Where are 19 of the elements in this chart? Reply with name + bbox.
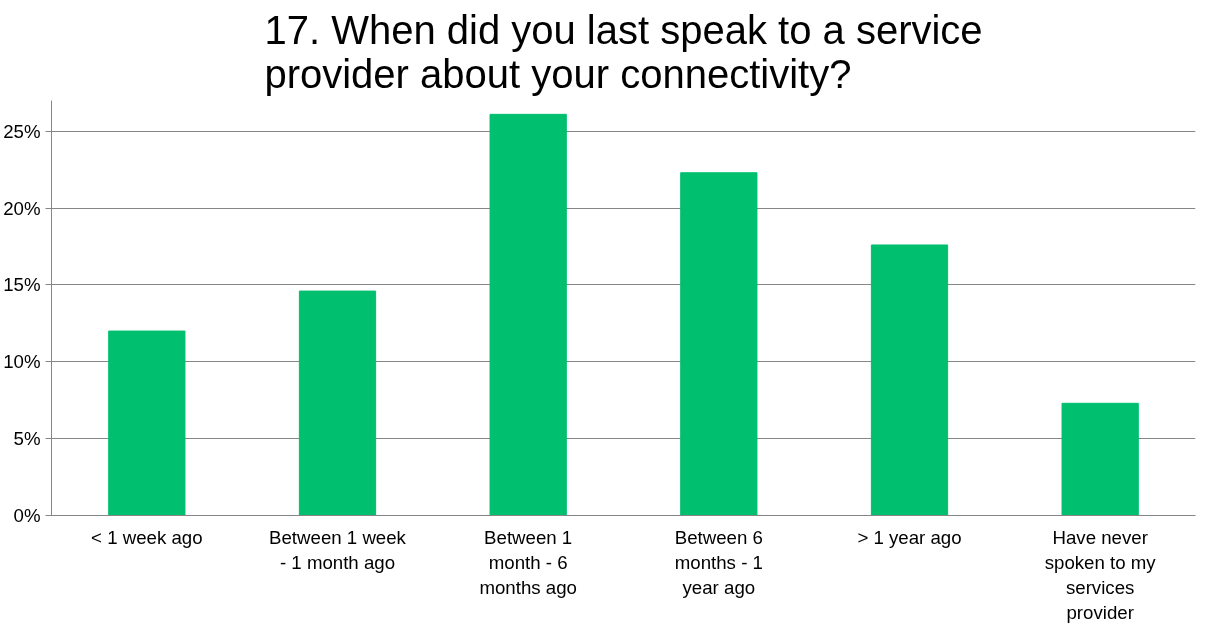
chart-title: 17. When did you last speak to a service provider about your connectivity? [264,7,983,96]
bar [298,290,377,516]
x-tick-label: < 1 week ago [91,526,203,548]
x-tick-label: Between 1 month - 6 months ago [479,526,577,598]
x-tick-label: Between 6 months - 1 year ago [674,526,763,598]
y-tick-label: 15% [3,274,41,296]
y-tick-label: 5% [13,428,41,450]
bar [489,113,567,516]
y-tick-label: 0% [13,505,41,526]
x-tick-label: Have never spoken to my services provider [1044,526,1157,624]
x-tick-label: > 1 year ago [857,526,962,548]
y-tick-label: 20% [3,197,41,219]
bar [108,330,186,516]
bar [680,172,758,516]
x-tick-label: Between 1 week - 1 month ago [269,526,407,573]
y-tick-label: 25% [3,120,41,142]
bar [870,244,949,516]
y-tick-label: 10% [3,351,41,373]
bar [1061,402,1139,516]
